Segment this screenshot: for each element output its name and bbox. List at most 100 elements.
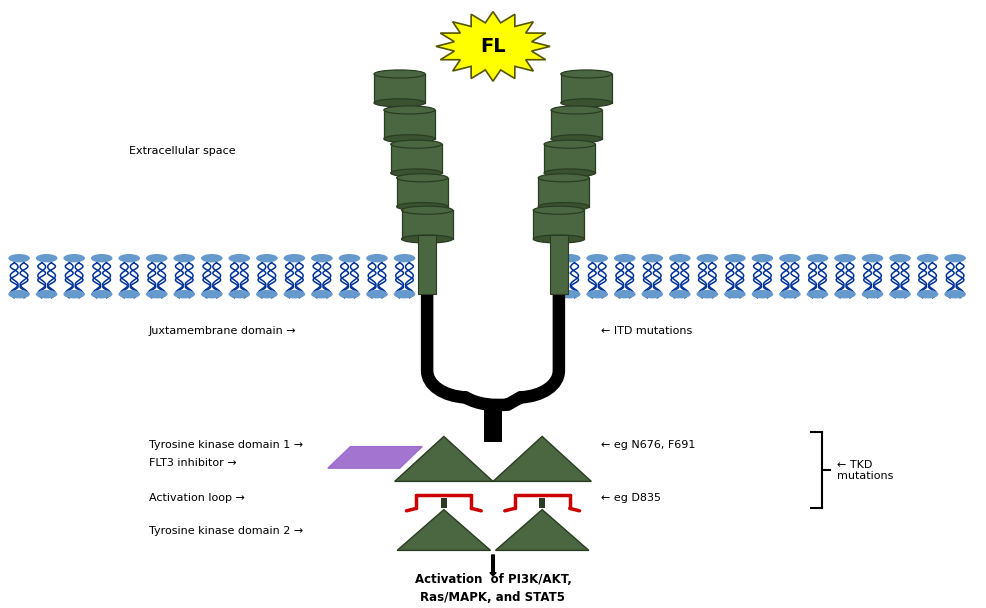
Ellipse shape: [807, 290, 828, 299]
Ellipse shape: [229, 290, 250, 299]
Bar: [374, 74, 425, 103]
Ellipse shape: [366, 290, 387, 299]
Bar: [533, 210, 585, 239]
Ellipse shape: [174, 254, 195, 263]
Polygon shape: [495, 510, 589, 550]
Ellipse shape: [642, 254, 664, 263]
Ellipse shape: [338, 290, 360, 299]
Ellipse shape: [201, 290, 223, 299]
Ellipse shape: [284, 254, 306, 263]
Ellipse shape: [91, 290, 112, 299]
Ellipse shape: [396, 174, 448, 182]
Text: ← TKD
mutations: ← TKD mutations: [837, 460, 893, 481]
Ellipse shape: [63, 290, 85, 299]
Text: Extracellular space: Extracellular space: [129, 147, 236, 156]
Ellipse shape: [862, 254, 883, 263]
Ellipse shape: [35, 290, 57, 299]
Ellipse shape: [544, 140, 596, 148]
Ellipse shape: [384, 135, 435, 143]
Bar: [561, 74, 612, 103]
Ellipse shape: [8, 290, 30, 299]
Ellipse shape: [561, 98, 612, 107]
Ellipse shape: [256, 290, 278, 299]
Ellipse shape: [587, 290, 608, 299]
Ellipse shape: [559, 290, 581, 299]
Ellipse shape: [8, 254, 30, 263]
Text: ← eg N676, F691: ← eg N676, F691: [601, 440, 695, 451]
Ellipse shape: [614, 254, 636, 263]
Polygon shape: [493, 437, 592, 482]
Ellipse shape: [834, 290, 856, 299]
Ellipse shape: [390, 169, 442, 177]
Ellipse shape: [118, 254, 140, 263]
Text: ← ITD mutations: ← ITD mutations: [601, 326, 692, 336]
Ellipse shape: [146, 290, 168, 299]
Ellipse shape: [201, 254, 223, 263]
Ellipse shape: [146, 254, 168, 263]
Polygon shape: [327, 447, 422, 468]
Ellipse shape: [374, 98, 425, 107]
Ellipse shape: [312, 290, 332, 299]
Ellipse shape: [229, 254, 250, 263]
Ellipse shape: [696, 290, 718, 299]
Ellipse shape: [551, 135, 602, 143]
Ellipse shape: [751, 254, 773, 263]
Ellipse shape: [669, 290, 690, 299]
Ellipse shape: [533, 235, 585, 243]
Ellipse shape: [834, 254, 856, 263]
Bar: [384, 110, 435, 139]
Ellipse shape: [724, 254, 745, 263]
Ellipse shape: [390, 140, 442, 148]
Ellipse shape: [538, 202, 590, 210]
Ellipse shape: [338, 254, 360, 263]
Text: FLT3 inhibitor →: FLT3 inhibitor →: [149, 458, 237, 468]
Ellipse shape: [551, 106, 602, 114]
Ellipse shape: [587, 254, 608, 263]
Bar: [544, 144, 596, 173]
Ellipse shape: [538, 174, 590, 182]
Ellipse shape: [862, 290, 883, 299]
Ellipse shape: [724, 290, 745, 299]
Ellipse shape: [669, 254, 690, 263]
Ellipse shape: [393, 290, 415, 299]
Ellipse shape: [35, 254, 57, 263]
Ellipse shape: [393, 254, 415, 263]
Polygon shape: [397, 510, 491, 550]
Ellipse shape: [401, 206, 453, 214]
Text: Tyrosine kinase domain 1 →: Tyrosine kinase domain 1 →: [149, 440, 303, 451]
Ellipse shape: [917, 290, 939, 299]
Polygon shape: [394, 437, 493, 482]
Ellipse shape: [614, 290, 636, 299]
Ellipse shape: [91, 254, 112, 263]
Ellipse shape: [174, 290, 195, 299]
Ellipse shape: [696, 254, 718, 263]
Bar: [390, 144, 442, 173]
Text: ← eg D835: ← eg D835: [601, 493, 662, 503]
Ellipse shape: [256, 254, 278, 263]
Ellipse shape: [118, 290, 140, 299]
Ellipse shape: [312, 254, 332, 263]
Ellipse shape: [779, 254, 801, 263]
Ellipse shape: [559, 254, 581, 263]
Text: Activation  of PI3K/AKT,
Ras/MAPK, and STAT5: Activation of PI3K/AKT, Ras/MAPK, and ST…: [414, 573, 572, 604]
Ellipse shape: [63, 254, 85, 263]
Polygon shape: [436, 12, 550, 81]
Bar: [539, 497, 545, 508]
Ellipse shape: [544, 169, 596, 177]
Ellipse shape: [642, 290, 664, 299]
Ellipse shape: [779, 290, 801, 299]
Ellipse shape: [284, 290, 306, 299]
Text: FL: FL: [480, 37, 506, 56]
Bar: [441, 497, 447, 508]
Text: Activation loop →: Activation loop →: [149, 493, 245, 503]
Ellipse shape: [945, 290, 966, 299]
Ellipse shape: [889, 290, 911, 299]
Ellipse shape: [917, 254, 939, 263]
Bar: [551, 110, 602, 139]
Ellipse shape: [401, 235, 453, 243]
Ellipse shape: [889, 254, 911, 263]
Ellipse shape: [374, 70, 425, 78]
Ellipse shape: [751, 290, 773, 299]
Bar: [396, 178, 448, 207]
Ellipse shape: [366, 254, 387, 263]
